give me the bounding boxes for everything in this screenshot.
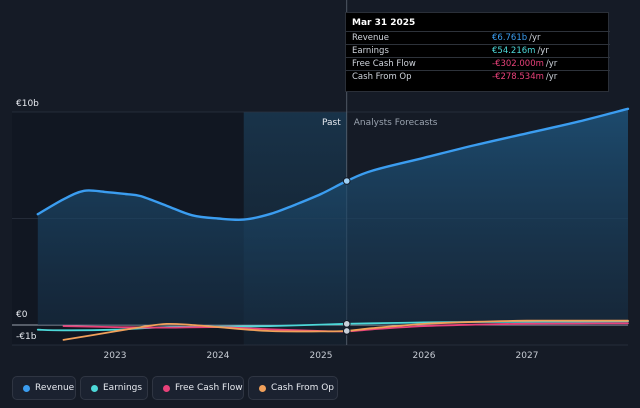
- legend-item-earnings[interactable]: Earnings: [80, 376, 148, 400]
- legend-dot-icon: [23, 385, 30, 392]
- x-tick-label: 2027: [516, 351, 539, 361]
- x-tick-label: 2023: [104, 351, 127, 361]
- tooltip-row-cash-from-op: Cash From Op -€278.534m/yr: [346, 70, 610, 84]
- tooltip-row-earnings: Earnings €54.216m/yr: [346, 44, 610, 58]
- tooltip-unit: /yr: [545, 59, 558, 69]
- earnings-marker: [342, 320, 351, 328]
- tooltip-unit: /yr: [545, 72, 558, 82]
- tooltip-unit: /yr: [529, 33, 541, 43]
- earnings-line: [36, 320, 629, 332]
- y-tick-label: €0: [16, 310, 28, 320]
- legend-label: Free Cash Flow: [175, 383, 243, 393]
- tooltip-row-free-cash-flow: Free Cash Flow -€302.000m/yr: [346, 57, 610, 71]
- legend-label: Cash From Op: [271, 383, 335, 393]
- legend-dot-icon: [163, 385, 170, 392]
- data-tooltip: Mar 31 2025 Revenue €6.761b/yr Earnings …: [345, 12, 610, 92]
- legend-item-free-cash-flow[interactable]: Free Cash Flow: [152, 376, 244, 400]
- tooltip-label: Free Cash Flow: [352, 59, 416, 69]
- tooltip-value: €6.761b: [492, 33, 528, 43]
- legend-label: Earnings: [103, 383, 143, 393]
- cash-from-op-marker: [342, 327, 351, 335]
- tooltip-value: -€302.000m: [492, 59, 544, 69]
- x-tick-label: 2025: [310, 351, 333, 361]
- tooltip-date: Mar 31 2025: [352, 18, 416, 28]
- tooltip-value: -€278.534m: [492, 72, 544, 82]
- tooltip-label: Cash From Op: [352, 72, 412, 82]
- past-label: Past: [322, 118, 341, 128]
- y-tick-label: -€1b: [16, 332, 37, 342]
- legend-item-cash-from-op[interactable]: Cash From Op: [248, 376, 338, 400]
- revenue-line: [36, 107, 630, 222]
- tooltip-row-revenue: Revenue €6.761b/yr: [346, 31, 610, 45]
- y-tick-label: €10b: [16, 99, 39, 109]
- x-tick-label: 2024: [207, 351, 230, 361]
- revenue-marker: [342, 177, 351, 185]
- tooltip-unit: /yr: [537, 46, 549, 56]
- tooltip-label: Earnings: [352, 46, 389, 56]
- tooltip-label: Revenue: [352, 33, 390, 43]
- legend-item-revenue[interactable]: Revenue: [12, 376, 76, 400]
- legend-label: Revenue: [35, 383, 75, 393]
- forecast-label: Analysts Forecasts: [354, 118, 438, 128]
- tooltip-value: €54.216m: [492, 46, 536, 56]
- x-tick-label: 2026: [413, 351, 436, 361]
- legend-dot-icon: [91, 385, 98, 392]
- cash-from-op-line: [62, 319, 629, 341]
- legend-dot-icon: [259, 385, 266, 392]
- revenue-area: [37, 108, 629, 325]
